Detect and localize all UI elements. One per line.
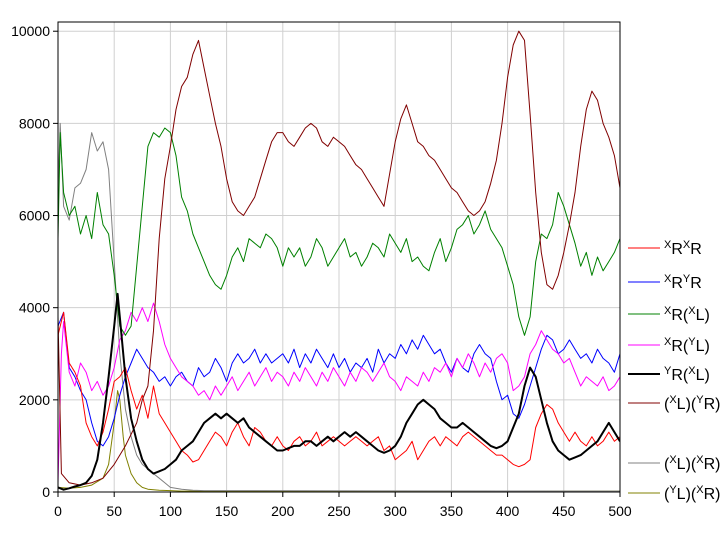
legend-label-part: R( [671,367,689,384]
legend-label-part: R [671,241,683,258]
series-line-2 [58,127,620,336]
legend-label-part: ( [664,486,670,503]
legend-label-part: X [664,273,672,285]
legend-label: (XL)(XR) [664,454,720,473]
y-axis-ticks: 0 2000 4000 6000 8000 10000 [11,23,58,500]
legend-label-part: R) [704,396,720,413]
legend-label-part: X [669,394,677,406]
legend-label-part: Y [664,365,672,377]
x-tick-label: 500 [608,503,632,519]
legend-label-part: X [669,454,677,466]
legend-label: XR(XL) [664,305,710,324]
series-line-6 [58,122,620,492]
legend-label-part: ( [664,396,670,413]
x-tick-label: 300 [384,503,408,519]
legend-label: (XL)(YR) [664,394,720,413]
legend-label-part: R( [671,338,689,355]
legend-label-part: X [688,305,696,317]
legend-label-part: R [671,275,683,292]
x-tick-label: 100 [159,503,183,519]
legend-label-part: Y [683,273,691,285]
legend-label-part: R( [671,307,689,324]
legend-label: YR(XL) [664,365,710,384]
legend-label-part: L)( [677,396,697,413]
x-tick-label: 0 [54,503,62,519]
series-line-5 [58,30,620,486]
legend-label-part: Y [696,394,704,406]
x-tick-label: 50 [106,503,122,519]
legend-label-part: R [690,241,702,258]
y-tick-label: 8000 [19,115,50,131]
legend-label-part: L) [696,338,710,355]
y-tick-label: 0 [42,484,50,500]
x-tick-label: 200 [271,503,295,519]
y-tick-label: 10000 [11,23,50,39]
legend-label-part: R) [704,456,720,473]
legend-label-part: X [696,484,704,496]
legend-label-part: X [664,239,672,251]
legend-label: (YL)(XR) [664,484,720,503]
legend-label-part: X [696,454,704,466]
legend-label-part: L) [696,367,710,384]
legend-label-part: X [664,336,672,348]
x-tick-label: 250 [327,503,351,519]
legend: XRXRXRYRXR(XL)XR(YL)YR(XL)(XL)(YR)(XL)(X… [628,239,720,503]
legend-label-part: X [683,239,691,251]
legend-label-part: R [690,275,702,292]
y-tick-label: 6000 [19,208,50,224]
x-tick-label: 400 [496,503,520,519]
y-tick-label: 2000 [19,392,50,408]
x-tick-label: 450 [552,503,576,519]
x-axis-ticks: 0 50 100 150 200 250 300 350 400 450 500 [54,492,632,519]
series-line-1 [58,311,620,447]
legend-label-part: X [688,365,696,377]
legend-label-part: R) [704,486,720,503]
x-tick-label: 150 [215,503,239,519]
legend-label-part: L)( [677,486,697,503]
legend-label-part: L)( [677,456,697,473]
x-tick-label: 350 [440,503,464,519]
series-line-7 [58,390,620,492]
legend-label: XRYR [664,273,702,292]
legend-label: XR(YL) [664,336,710,355]
legend-label-part: Y [688,336,696,348]
legend-label-part: Y [669,484,677,496]
series-line-0 [58,311,620,468]
series-layer [58,30,620,492]
legend-label-part: L) [696,307,710,324]
y-tick-label: 4000 [19,300,50,316]
series-line-3 [58,302,620,483]
series-line-4 [58,292,620,491]
legend-label: XRXR [664,239,702,258]
legend-label-part: X [664,305,672,317]
legend-label-part: ( [664,456,670,473]
grid-lines [57,22,621,493]
